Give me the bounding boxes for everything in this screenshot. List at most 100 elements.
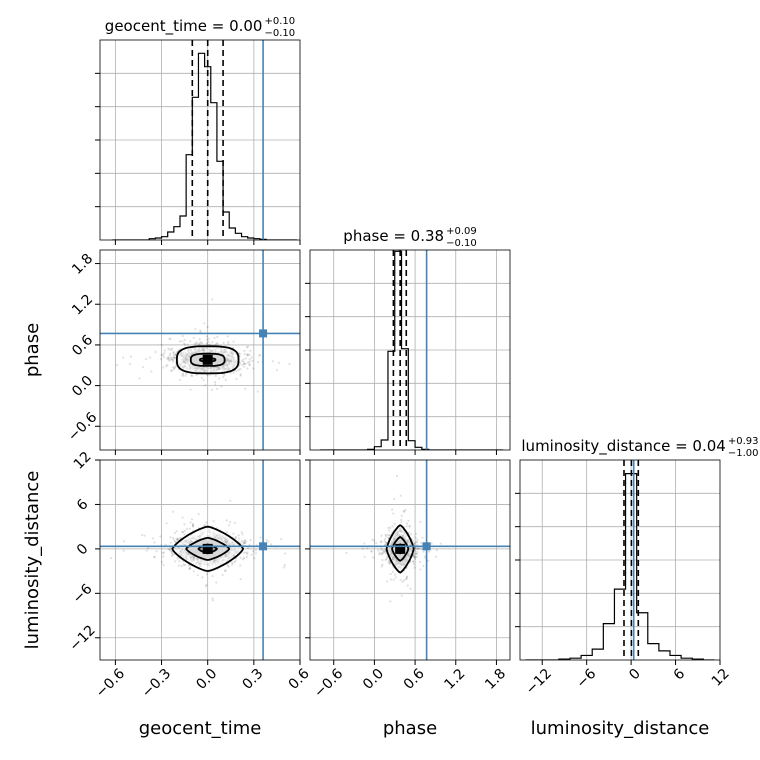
scatter-point bbox=[233, 521, 236, 524]
x-axis-label-luminosity_distance: luminosity_distance bbox=[531, 718, 710, 739]
scatter-point bbox=[183, 523, 186, 526]
scatter-point bbox=[414, 546, 417, 549]
scatter-point bbox=[242, 541, 245, 544]
scatter-point bbox=[205, 572, 209, 576]
scatter-point bbox=[226, 564, 230, 567]
scatter-point bbox=[416, 547, 419, 551]
scatter-point bbox=[246, 353, 249, 356]
scatter-point bbox=[405, 525, 408, 528]
scatter-point bbox=[232, 340, 235, 343]
scatter-point bbox=[183, 529, 186, 533]
scatter-point bbox=[173, 531, 176, 535]
scatter-point bbox=[174, 357, 177, 360]
histogram-phase bbox=[320, 250, 504, 450]
scatter-point bbox=[389, 600, 392, 603]
scatter-point bbox=[162, 552, 165, 555]
truth-marker bbox=[259, 542, 268, 551]
scatter-point bbox=[170, 348, 173, 352]
scatter-point bbox=[171, 510, 175, 513]
scatter-point bbox=[169, 546, 172, 549]
scatter-point bbox=[211, 599, 214, 602]
credible-contour bbox=[385, 524, 415, 574]
scatter-point bbox=[241, 543, 244, 546]
scatter-point bbox=[301, 563, 303, 565]
x-axis-label-geocent_time: geocent_time bbox=[139, 718, 262, 739]
scatter-point bbox=[345, 551, 348, 555]
scatter-point bbox=[378, 551, 381, 555]
scatter-point bbox=[371, 538, 374, 541]
scatter-point bbox=[110, 557, 113, 560]
scatter-point bbox=[189, 566, 192, 570]
scatter-point bbox=[181, 334, 185, 338]
scatter-point bbox=[393, 497, 396, 501]
scatter-point bbox=[270, 543, 273, 546]
y-tick-label: 6 bbox=[74, 496, 92, 514]
scatter-point bbox=[382, 549, 385, 552]
scatter-point bbox=[225, 531, 228, 534]
scatter-point bbox=[244, 362, 247, 365]
scatter-point bbox=[190, 518, 194, 521]
scatter-point bbox=[175, 351, 178, 354]
scatter-point bbox=[439, 542, 442, 545]
scatter-point bbox=[179, 536, 182, 540]
scatter-point bbox=[246, 354, 249, 357]
scatter-point bbox=[412, 562, 416, 565]
scatter-point bbox=[415, 532, 418, 535]
scatter-point bbox=[371, 550, 374, 553]
scatter-point bbox=[166, 357, 169, 360]
scatter-point bbox=[169, 549, 172, 552]
hist-clip-group bbox=[525, 460, 715, 660]
scatter-point bbox=[245, 551, 248, 554]
scatter-point bbox=[184, 374, 187, 377]
scatter-point bbox=[170, 356, 173, 359]
scatter-point bbox=[372, 556, 375, 559]
scatter-point bbox=[176, 538, 179, 542]
scatter-point bbox=[202, 379, 205, 382]
scatter-point bbox=[169, 338, 172, 341]
scatter-point bbox=[395, 474, 399, 478]
scatter-point bbox=[206, 341, 209, 345]
scatter-point bbox=[245, 556, 248, 559]
scatter-point bbox=[399, 578, 402, 582]
scatter-point bbox=[182, 372, 185, 375]
y-tick-label: −6 bbox=[70, 581, 96, 607]
scatter-point bbox=[203, 524, 206, 527]
scatter-point bbox=[416, 540, 419, 544]
scatter-point bbox=[288, 362, 291, 366]
scatter-point bbox=[215, 581, 218, 584]
scatter-point bbox=[189, 340, 192, 343]
scatter-point bbox=[421, 536, 424, 539]
scatter-point bbox=[399, 494, 402, 497]
scatter-point bbox=[415, 541, 418, 544]
scatter-point bbox=[115, 364, 119, 367]
panel-hist-geocent_time: geocent_time = 0.00 +0.10−0.10 bbox=[95, 16, 301, 245]
scatter-point bbox=[241, 363, 244, 366]
scatter-point bbox=[238, 537, 241, 540]
scatter-point bbox=[430, 542, 433, 545]
scatter-point bbox=[380, 553, 383, 556]
scatter-point bbox=[176, 537, 179, 541]
scatter-point bbox=[143, 534, 146, 537]
scatter-point bbox=[160, 353, 163, 357]
scatter-point bbox=[174, 560, 177, 563]
scatter-point bbox=[225, 519, 228, 522]
scatter-point bbox=[207, 340, 210, 343]
scatter-point bbox=[392, 578, 395, 581]
scatter-point bbox=[211, 298, 214, 301]
scatter-point bbox=[224, 378, 227, 381]
scatter-point bbox=[403, 510, 406, 513]
scatter-point bbox=[199, 341, 202, 344]
scatter-point bbox=[162, 355, 165, 359]
scatter-point bbox=[122, 540, 125, 543]
scatter-point bbox=[160, 343, 163, 346]
scatter-point bbox=[122, 549, 125, 552]
scatter-point bbox=[415, 552, 418, 555]
y-tick-label: 0 bbox=[74, 541, 92, 559]
title-superscript: +0.93 bbox=[728, 436, 759, 447]
scatter-point bbox=[169, 352, 172, 355]
scatter-point bbox=[191, 374, 194, 378]
scatter-point bbox=[188, 527, 191, 530]
scatter-point bbox=[191, 523, 194, 526]
panel-hist-phase: phase = 0.38 +0.09−0.10 bbox=[305, 226, 511, 455]
scatter-point bbox=[200, 376, 203, 379]
